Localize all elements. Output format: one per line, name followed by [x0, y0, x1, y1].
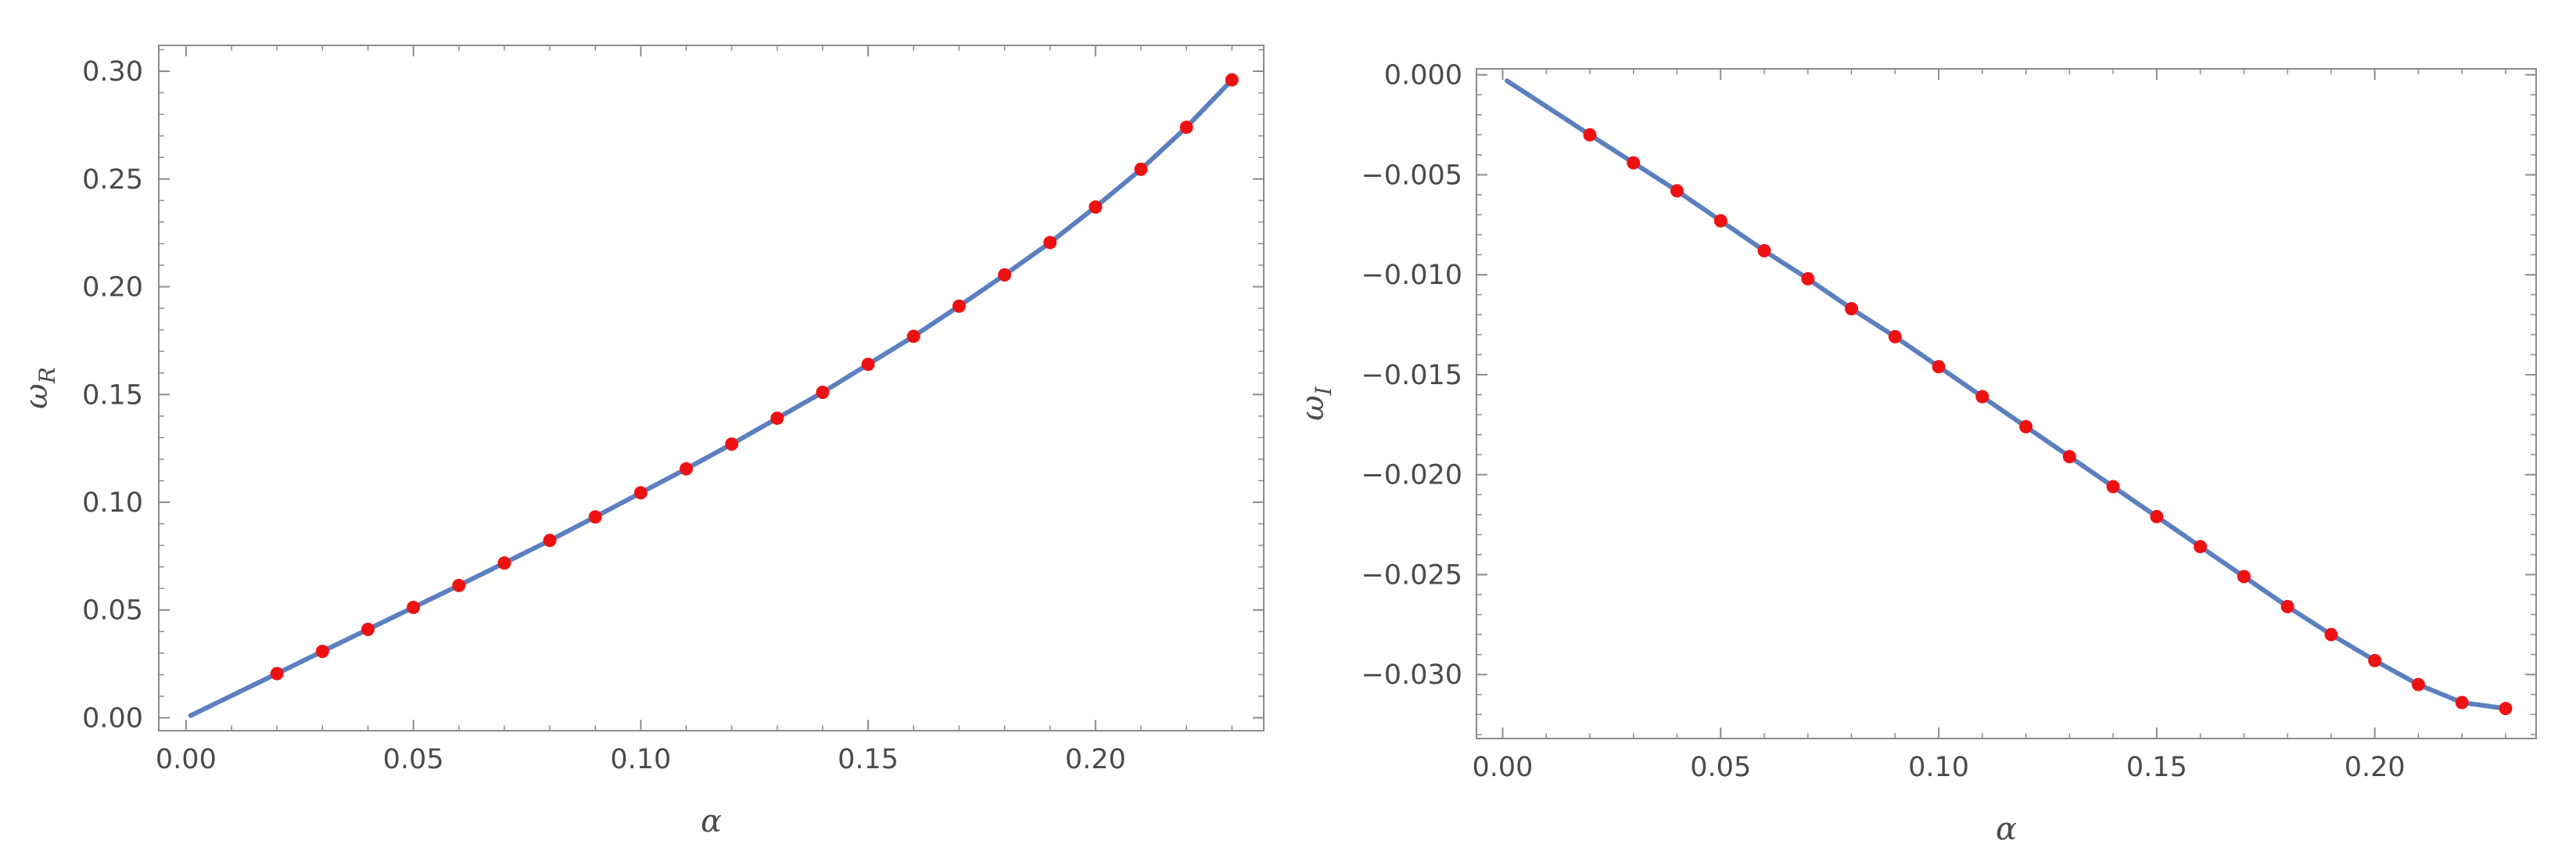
data-point	[1134, 162, 1148, 176]
data-point	[315, 645, 329, 659]
data-point	[407, 600, 421, 614]
y-tick-label: 0.10	[82, 487, 143, 519]
y-tick-label: −0.030	[1361, 660, 1462, 691]
data-point	[1757, 244, 1771, 258]
y-axis-label: ωR	[19, 367, 60, 409]
data-point	[2106, 480, 2120, 494]
y-tick-label: −0.010	[1361, 260, 1462, 291]
data-point	[998, 268, 1012, 282]
data-point	[543, 534, 557, 548]
data-point	[361, 623, 375, 637]
data-point	[2150, 509, 2164, 523]
data-point	[1043, 235, 1057, 250]
y-tick-label: 0.20	[82, 272, 143, 304]
data-point	[1627, 156, 1641, 170]
data-point	[1932, 360, 1946, 374]
data-point	[2062, 450, 2076, 464]
plot-frame	[158, 45, 1265, 731]
x-tick-label: 0.15	[2126, 752, 2187, 783]
x-tick-label: 0.10	[1908, 752, 1969, 783]
data-point	[1845, 302, 1859, 316]
data-point	[2499, 702, 2513, 716]
data-point	[2019, 419, 2033, 433]
data-point	[633, 486, 648, 500]
data-point	[2280, 599, 2294, 613]
x-tick-label: 0.15	[838, 744, 899, 775]
x-axis-label: α	[701, 803, 722, 839]
data-point	[2411, 677, 2425, 692]
data-point	[1179, 120, 1193, 135]
y-tick-label: −0.005	[1361, 160, 1462, 191]
data-point	[1670, 184, 1684, 198]
x-tick-label: 0.05	[1690, 752, 1751, 783]
y-tick-label: −0.020	[1361, 460, 1462, 491]
data-point	[2324, 627, 2338, 642]
data-point	[952, 299, 966, 313]
y-tick-label: 0.05	[82, 595, 143, 627]
data-point	[725, 437, 739, 451]
x-tick-label: 0.00	[156, 744, 217, 775]
data-point	[2194, 540, 2208, 554]
x-tick-label: 0.05	[383, 744, 444, 775]
data-point	[1801, 271, 1815, 286]
x-axis-label: α	[1996, 811, 2017, 847]
data-point	[1713, 214, 1727, 228]
y-tick-label: −0.025	[1361, 559, 1462, 591]
data-point	[270, 667, 284, 681]
data-point	[1089, 200, 1103, 214]
data-point	[2368, 653, 2382, 667]
data-point	[2237, 570, 2251, 584]
chart-left-omega-r: 0.00 0.05 0.10 0.15 0.20 0.00 0.05 0.10 0.15 0.20…	[19, 45, 1265, 839]
data-point	[1225, 73, 1239, 87]
y-axis-label-subscript: I	[1311, 386, 1336, 396]
series-line	[1505, 78, 2508, 711]
y-tick-label: 0.15	[82, 379, 143, 411]
data-point	[588, 510, 602, 524]
chart-right-omega-i: 0.00 0.05 0.10 0.15 0.20 0.000 −0.005 −0.010 −0.…	[1295, 60, 2537, 847]
y-tick-label: −0.015	[1361, 360, 1462, 391]
x-tick-label: 0.10	[610, 744, 671, 775]
y-axis-label-subscript: R	[34, 367, 60, 384]
data-point	[1888, 329, 1902, 343]
data-point	[2455, 695, 2469, 710]
data-point	[452, 578, 466, 592]
data-point	[770, 412, 784, 426]
data-point	[861, 358, 875, 372]
y-tick-label: 0.00	[82, 703, 143, 734]
data-point	[1583, 128, 1597, 142]
y-axis-label: ωI	[1295, 386, 1336, 421]
data-point	[906, 329, 920, 343]
x-tick-label: 0.20	[2345, 752, 2406, 783]
series-line	[188, 77, 1235, 718]
data-point	[1975, 390, 1989, 404]
data-point	[816, 386, 830, 400]
y-tick-label: 0.000	[1384, 60, 1462, 92]
plot-frame	[1476, 68, 2537, 739]
y-tick-label: 0.30	[82, 56, 143, 88]
data-point	[497, 556, 511, 570]
x-tick-label: 0.20	[1065, 744, 1126, 775]
data-point	[680, 462, 694, 476]
x-tick-label: 0.00	[1472, 752, 1533, 783]
y-tick-label: 0.25	[82, 164, 143, 196]
